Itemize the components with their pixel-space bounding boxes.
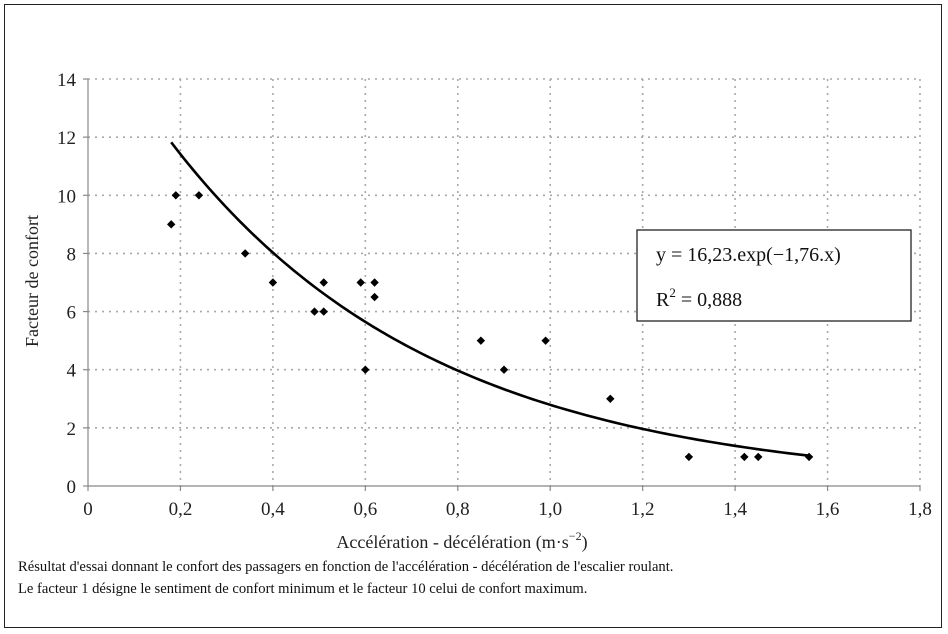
x-tick-label: 0 xyxy=(83,499,93,520)
data-point xyxy=(310,307,319,316)
r-squared-text: R2 = 0,888 xyxy=(656,285,742,311)
y-tick-label: 2 xyxy=(67,419,77,440)
tick-labels: 0 0,2 0,4 0,6 0,8 1,0 1,2 1,4 1,6 1,8 0 2 4 6 8 10 12 14 xyxy=(57,70,932,520)
data-point xyxy=(361,365,370,374)
x-tick-label: 0,6 xyxy=(353,499,377,520)
x-tick-label: 1,4 xyxy=(723,499,747,520)
data-point xyxy=(194,191,204,200)
equation-box: y = 16,23.exp(−1,76.x) R2 = 0,888 xyxy=(636,229,912,322)
data-point xyxy=(606,394,615,403)
y-tick-label: 0 xyxy=(67,477,77,498)
data-point xyxy=(370,278,379,287)
data-point xyxy=(740,452,749,462)
data-point xyxy=(167,220,176,229)
caption-line-2: Le facteur 1 désigne le sentiment de con… xyxy=(18,581,588,597)
data-point xyxy=(319,307,328,316)
y-tick-label: 12 xyxy=(57,128,76,149)
equation-text: y = 16,23.exp(−1,76.x) xyxy=(656,244,841,266)
trendline xyxy=(170,141,810,457)
data-point xyxy=(754,452,763,462)
data-point xyxy=(684,452,694,462)
x-tick-label: 0,8 xyxy=(446,499,470,520)
y-tick-label: 10 xyxy=(57,186,76,207)
x-tick-label: 1,2 xyxy=(631,499,655,520)
x-tick-label: 0,4 xyxy=(261,499,285,520)
y-tick-label: 4 xyxy=(67,361,77,382)
data-point xyxy=(240,249,250,258)
data-point xyxy=(171,191,181,200)
data-point xyxy=(268,278,278,287)
data-point xyxy=(319,278,328,287)
x-tick-label: 0,2 xyxy=(169,499,193,520)
y-tick-label: 8 xyxy=(67,244,77,265)
axes xyxy=(83,78,921,491)
figure-caption: Résultat d'essai donnant le confort des … xyxy=(18,556,928,600)
y-tick-label: 6 xyxy=(67,303,77,324)
y-axis-title: Facteur de confort xyxy=(22,215,42,347)
x-axis-title: Accélération - décélération (m·s−2) xyxy=(336,529,587,553)
x-tick-label: 1,8 xyxy=(908,499,932,520)
x-tick-label: 1,0 xyxy=(538,499,562,520)
data-point xyxy=(804,452,814,462)
y-tick-label: 14 xyxy=(57,70,77,91)
data-points xyxy=(167,191,814,462)
data-point xyxy=(499,365,509,374)
x-tick-label: 1,6 xyxy=(816,499,840,520)
data-point xyxy=(356,278,365,287)
caption-line-1: Résultat d'essai donnant le confort des … xyxy=(18,559,674,575)
data-point xyxy=(541,336,550,345)
figure-frame xyxy=(4,4,942,628)
data-point xyxy=(370,292,379,302)
data-point xyxy=(476,336,486,345)
